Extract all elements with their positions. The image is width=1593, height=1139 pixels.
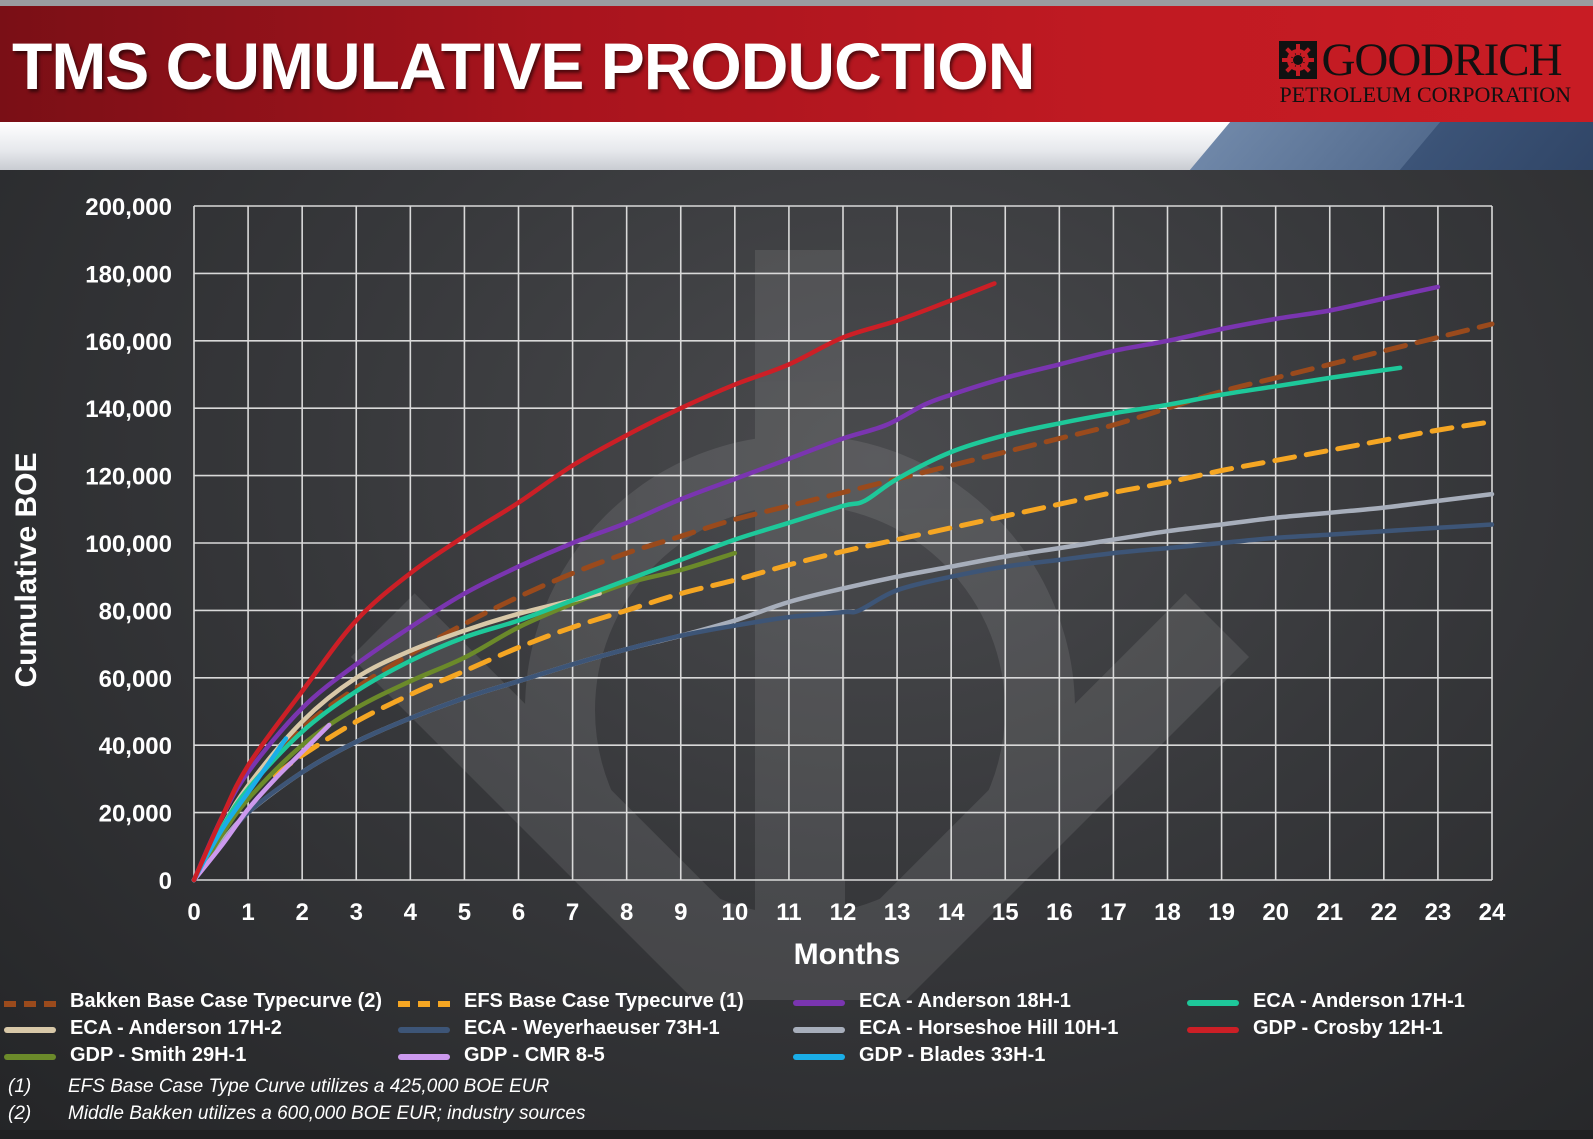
legend-swatch [4, 1054, 56, 1060]
y-tick-label: 60,000 [99, 666, 172, 693]
logo-name: GOODRICH [1321, 34, 1562, 86]
legend-swatch [1187, 1027, 1239, 1033]
y-tick-label: 100,000 [85, 531, 172, 558]
y-tick-label: 180,000 [85, 261, 172, 288]
y-tick-label: 40,000 [99, 733, 172, 760]
slide-title: TMS CUMULATIVE PRODUCTION [12, 29, 1035, 103]
chart-legend: Bakken Base Case Typecurve (2) EFS Base C… [0, 988, 1593, 1068]
logo-subtitle: PETROLEUM CORPORATION [1279, 82, 1571, 107]
chart-area: 0 1 2 3 4 5 6 7 8 9 10 11 12 13 14 15 16 17 18 19 20 21 22 23 24… [0, 170, 1593, 1139]
grid [193, 205, 1493, 881]
footnote-1: (1) EFS Base Case Type Curve utilizes a … [8, 1074, 1008, 1101]
series-line-efs-base-case-typecurve-1 [272, 419, 1495, 778]
y-tick-label: 200,000 [85, 194, 172, 221]
x-tick-label: 24 [1479, 899, 1506, 926]
y-tick-label: 80,000 [99, 598, 172, 625]
x-tick-label: 3 [350, 899, 363, 926]
x-tick-label: 20 [1262, 899, 1289, 926]
cumulative-production-chart: 0 1 2 3 4 5 6 7 8 9 10 11 12 13 14 15 16 17 18 19 20 21 22 23 24… [10, 194, 1506, 1000]
x-tick-label: 4 [404, 899, 418, 926]
legend-swatch [398, 1027, 450, 1033]
legend-swatch [793, 1000, 845, 1006]
legend-label: EFS Base Case Typecurve (1) [464, 990, 744, 1012]
series-layer [191, 281, 1495, 883]
footnote-number: (1) [8, 1076, 32, 1097]
x-tick-label: 0 [187, 899, 200, 926]
y-axis-title: Cumulative BOE [10, 452, 43, 687]
y-tick-label: 160,000 [85, 329, 172, 356]
legend-label: ECA - Anderson 18H-1 [859, 990, 1071, 1012]
footnotes: (1) EFS Base Case Type Curve utilizes a … [8, 1074, 1008, 1128]
legend-label: GDP - Smith 29H-1 [70, 1044, 247, 1066]
footnote-number: (2) [8, 1103, 32, 1124]
legend-label: GDP - Blades 33H-1 [859, 1044, 1046, 1066]
x-tick-label: 15 [992, 899, 1019, 926]
x-tick-label: 13 [884, 899, 911, 926]
x-tick-label: 16 [1046, 899, 1073, 926]
x-tick-label: 23 [1425, 899, 1452, 926]
x-tick-label: 14 [938, 899, 965, 926]
bottom-rule [0, 1130, 1593, 1139]
logo-emblem-icon [1279, 41, 1318, 79]
x-tick-label: 5 [458, 899, 471, 926]
company-logo: GOODRICH PETROLEUM CORPORATION [1279, 36, 1571, 108]
series-line-gdp-crosby-12h-1 [191, 281, 997, 883]
decorative-band [0, 122, 1593, 170]
series-line-eca-anderson-17h-1 [191, 365, 1403, 883]
x-tick-label: 12 [830, 899, 857, 926]
legend-swatch [793, 1027, 845, 1033]
series-line-eca-anderson-18h-1 [191, 284, 1441, 883]
x-tick-label: 7 [566, 899, 579, 926]
x-tick-label: 18 [1154, 899, 1181, 926]
watermark-emblem-icon [350, 250, 1250, 1000]
axis-layer: 0 1 2 3 4 5 6 7 8 9 10 11 12 13 14 15 16 17 18 19 20 21 22 23 24… [85, 194, 1506, 926]
x-tick-label: 11 [776, 899, 801, 926]
x-tick-label: 10 [721, 899, 748, 926]
legend-label: ECA - Weyerhaeuser 73H-1 [464, 1017, 720, 1039]
legend-swatch [398, 1001, 450, 1007]
footnote-2: (2) Middle Bakken utilizes a 600,000 BOE… [8, 1101, 1008, 1128]
y-tick-label: 20,000 [99, 801, 172, 828]
series-line-eca-weyerhaeuser-73h-1 [191, 522, 1495, 883]
legend-swatch [1187, 1000, 1239, 1006]
x-tick-label: 1 [241, 899, 254, 926]
x-tick-label: 2 [295, 899, 308, 926]
x-tick-label: 22 [1370, 899, 1397, 926]
x-tick-label: 9 [674, 899, 687, 926]
legend-label: ECA - Horseshoe Hill 10H-1 [859, 1017, 1119, 1039]
legend-label: GDP - Crosby 12H-1 [1253, 1017, 1443, 1039]
legend-swatch [4, 1001, 56, 1007]
x-axis-title: Months [794, 938, 901, 971]
x-tick-label: 17 [1100, 899, 1127, 926]
legend-swatch [793, 1054, 845, 1060]
y-tick-label: 120,000 [85, 464, 172, 491]
series-line-bakken-base-case-typecurve-2 [191, 321, 1495, 883]
x-tick-label: 21 [1316, 899, 1343, 926]
legend-label: ECA - Anderson 17H-1 [1253, 990, 1465, 1012]
header-bar: TMS CUMULATIVE PRODUCTION GOODRICH PETRO… [0, 0, 1593, 122]
y-tick-label: 0 [159, 868, 172, 895]
legend-swatch [398, 1054, 450, 1060]
y-tick-label: 140,000 [85, 396, 172, 423]
legend-label: GDP - CMR 8-5 [464, 1044, 605, 1066]
series-line-gdp-smith-29h-1 [191, 550, 738, 883]
series-line-gdp-blades-33h-1 [191, 736, 289, 883]
x-tick-label: 8 [620, 899, 633, 926]
legend-label: Bakken Base Case Typecurve (2) [70, 990, 383, 1012]
series-line-gdp-cmr-8-5 [191, 722, 332, 883]
x-tick-label: 6 [512, 899, 525, 926]
x-tick-label: 19 [1208, 899, 1235, 926]
footnote-text: Middle Bakken utilizes a 600,000 BOE EUR… [68, 1103, 586, 1124]
legend-swatch [4, 1027, 56, 1033]
footnote-text: EFS Base Case Type Curve utilizes a 425,… [68, 1076, 550, 1097]
legend-label: ECA - Anderson 17H-2 [70, 1017, 282, 1039]
